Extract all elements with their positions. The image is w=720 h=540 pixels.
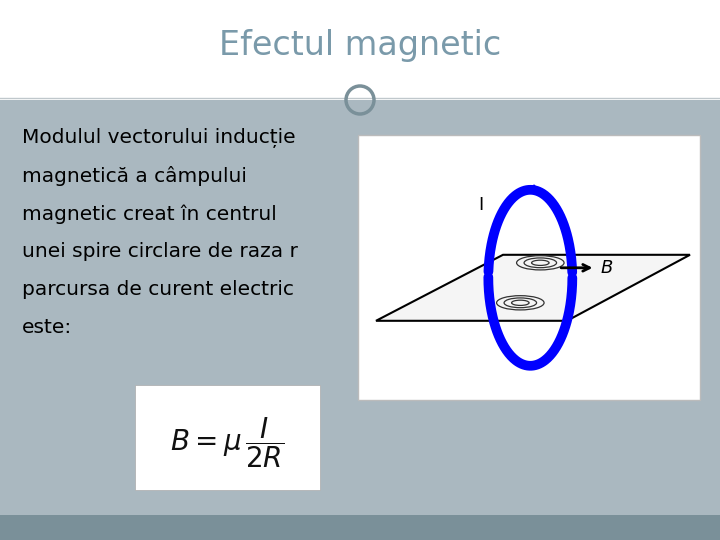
Text: $B = \mu\,\dfrac{I}{2R}$: $B = \mu\,\dfrac{I}{2R}$	[171, 415, 284, 470]
Text: este:: este:	[22, 318, 72, 337]
Text: magnetică a câmpului: magnetică a câmpului	[22, 166, 247, 186]
Text: B: B	[600, 259, 613, 277]
Text: magnetic creat în centrul: magnetic creat în centrul	[22, 204, 276, 224]
Text: I: I	[478, 196, 483, 214]
Text: parcursa de curent electric: parcursa de curent electric	[22, 280, 294, 299]
Text: Efectul magnetic: Efectul magnetic	[219, 29, 501, 62]
Bar	[0, 515, 720, 540]
Text: Modulul vectorului inducție: Modulul vectorului inducție	[22, 128, 296, 148]
Bar	[0, 100, 720, 515]
Polygon shape	[376, 255, 690, 321]
Bar	[135, 385, 320, 490]
Text: unei spire circlare de raza r: unei spire circlare de raza r	[22, 242, 298, 261]
Bar	[0, 0, 720, 100]
Bar	[358, 135, 700, 400]
